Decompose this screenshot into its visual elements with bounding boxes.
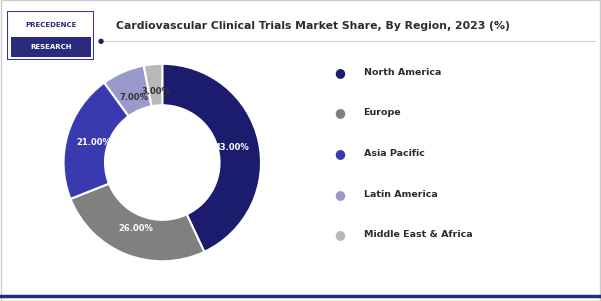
Wedge shape bbox=[104, 66, 151, 116]
Wedge shape bbox=[70, 184, 204, 261]
Text: North America: North America bbox=[364, 68, 441, 77]
Text: 7.00%: 7.00% bbox=[120, 93, 148, 102]
FancyBboxPatch shape bbox=[11, 37, 91, 57]
Text: ●: ● bbox=[334, 147, 345, 160]
Text: 21.00%: 21.00% bbox=[76, 138, 111, 147]
Text: RESEARCH: RESEARCH bbox=[30, 44, 72, 50]
Text: Europe: Europe bbox=[364, 108, 401, 117]
Text: Cardiovascular Clinical Trials Market Share, By Region, 2023 (%): Cardiovascular Clinical Trials Market Sh… bbox=[115, 21, 510, 31]
Text: 26.00%: 26.00% bbox=[118, 224, 153, 233]
Text: ●: ● bbox=[334, 228, 345, 241]
Wedge shape bbox=[162, 64, 261, 252]
Text: 3.00%: 3.00% bbox=[141, 87, 170, 96]
Wedge shape bbox=[144, 64, 162, 106]
Text: ●: ● bbox=[334, 66, 345, 79]
Text: PRECEDENCE: PRECEDENCE bbox=[25, 23, 76, 28]
Text: 43.00%: 43.00% bbox=[215, 143, 249, 151]
Wedge shape bbox=[64, 83, 129, 199]
Text: ●: ● bbox=[334, 188, 345, 201]
Text: ●: ● bbox=[334, 106, 345, 119]
FancyBboxPatch shape bbox=[7, 11, 94, 60]
Text: Latin America: Latin America bbox=[364, 190, 438, 199]
Text: ●: ● bbox=[97, 38, 103, 44]
Text: Asia Pacific: Asia Pacific bbox=[364, 149, 424, 158]
Text: Middle East & Africa: Middle East & Africa bbox=[364, 230, 472, 239]
